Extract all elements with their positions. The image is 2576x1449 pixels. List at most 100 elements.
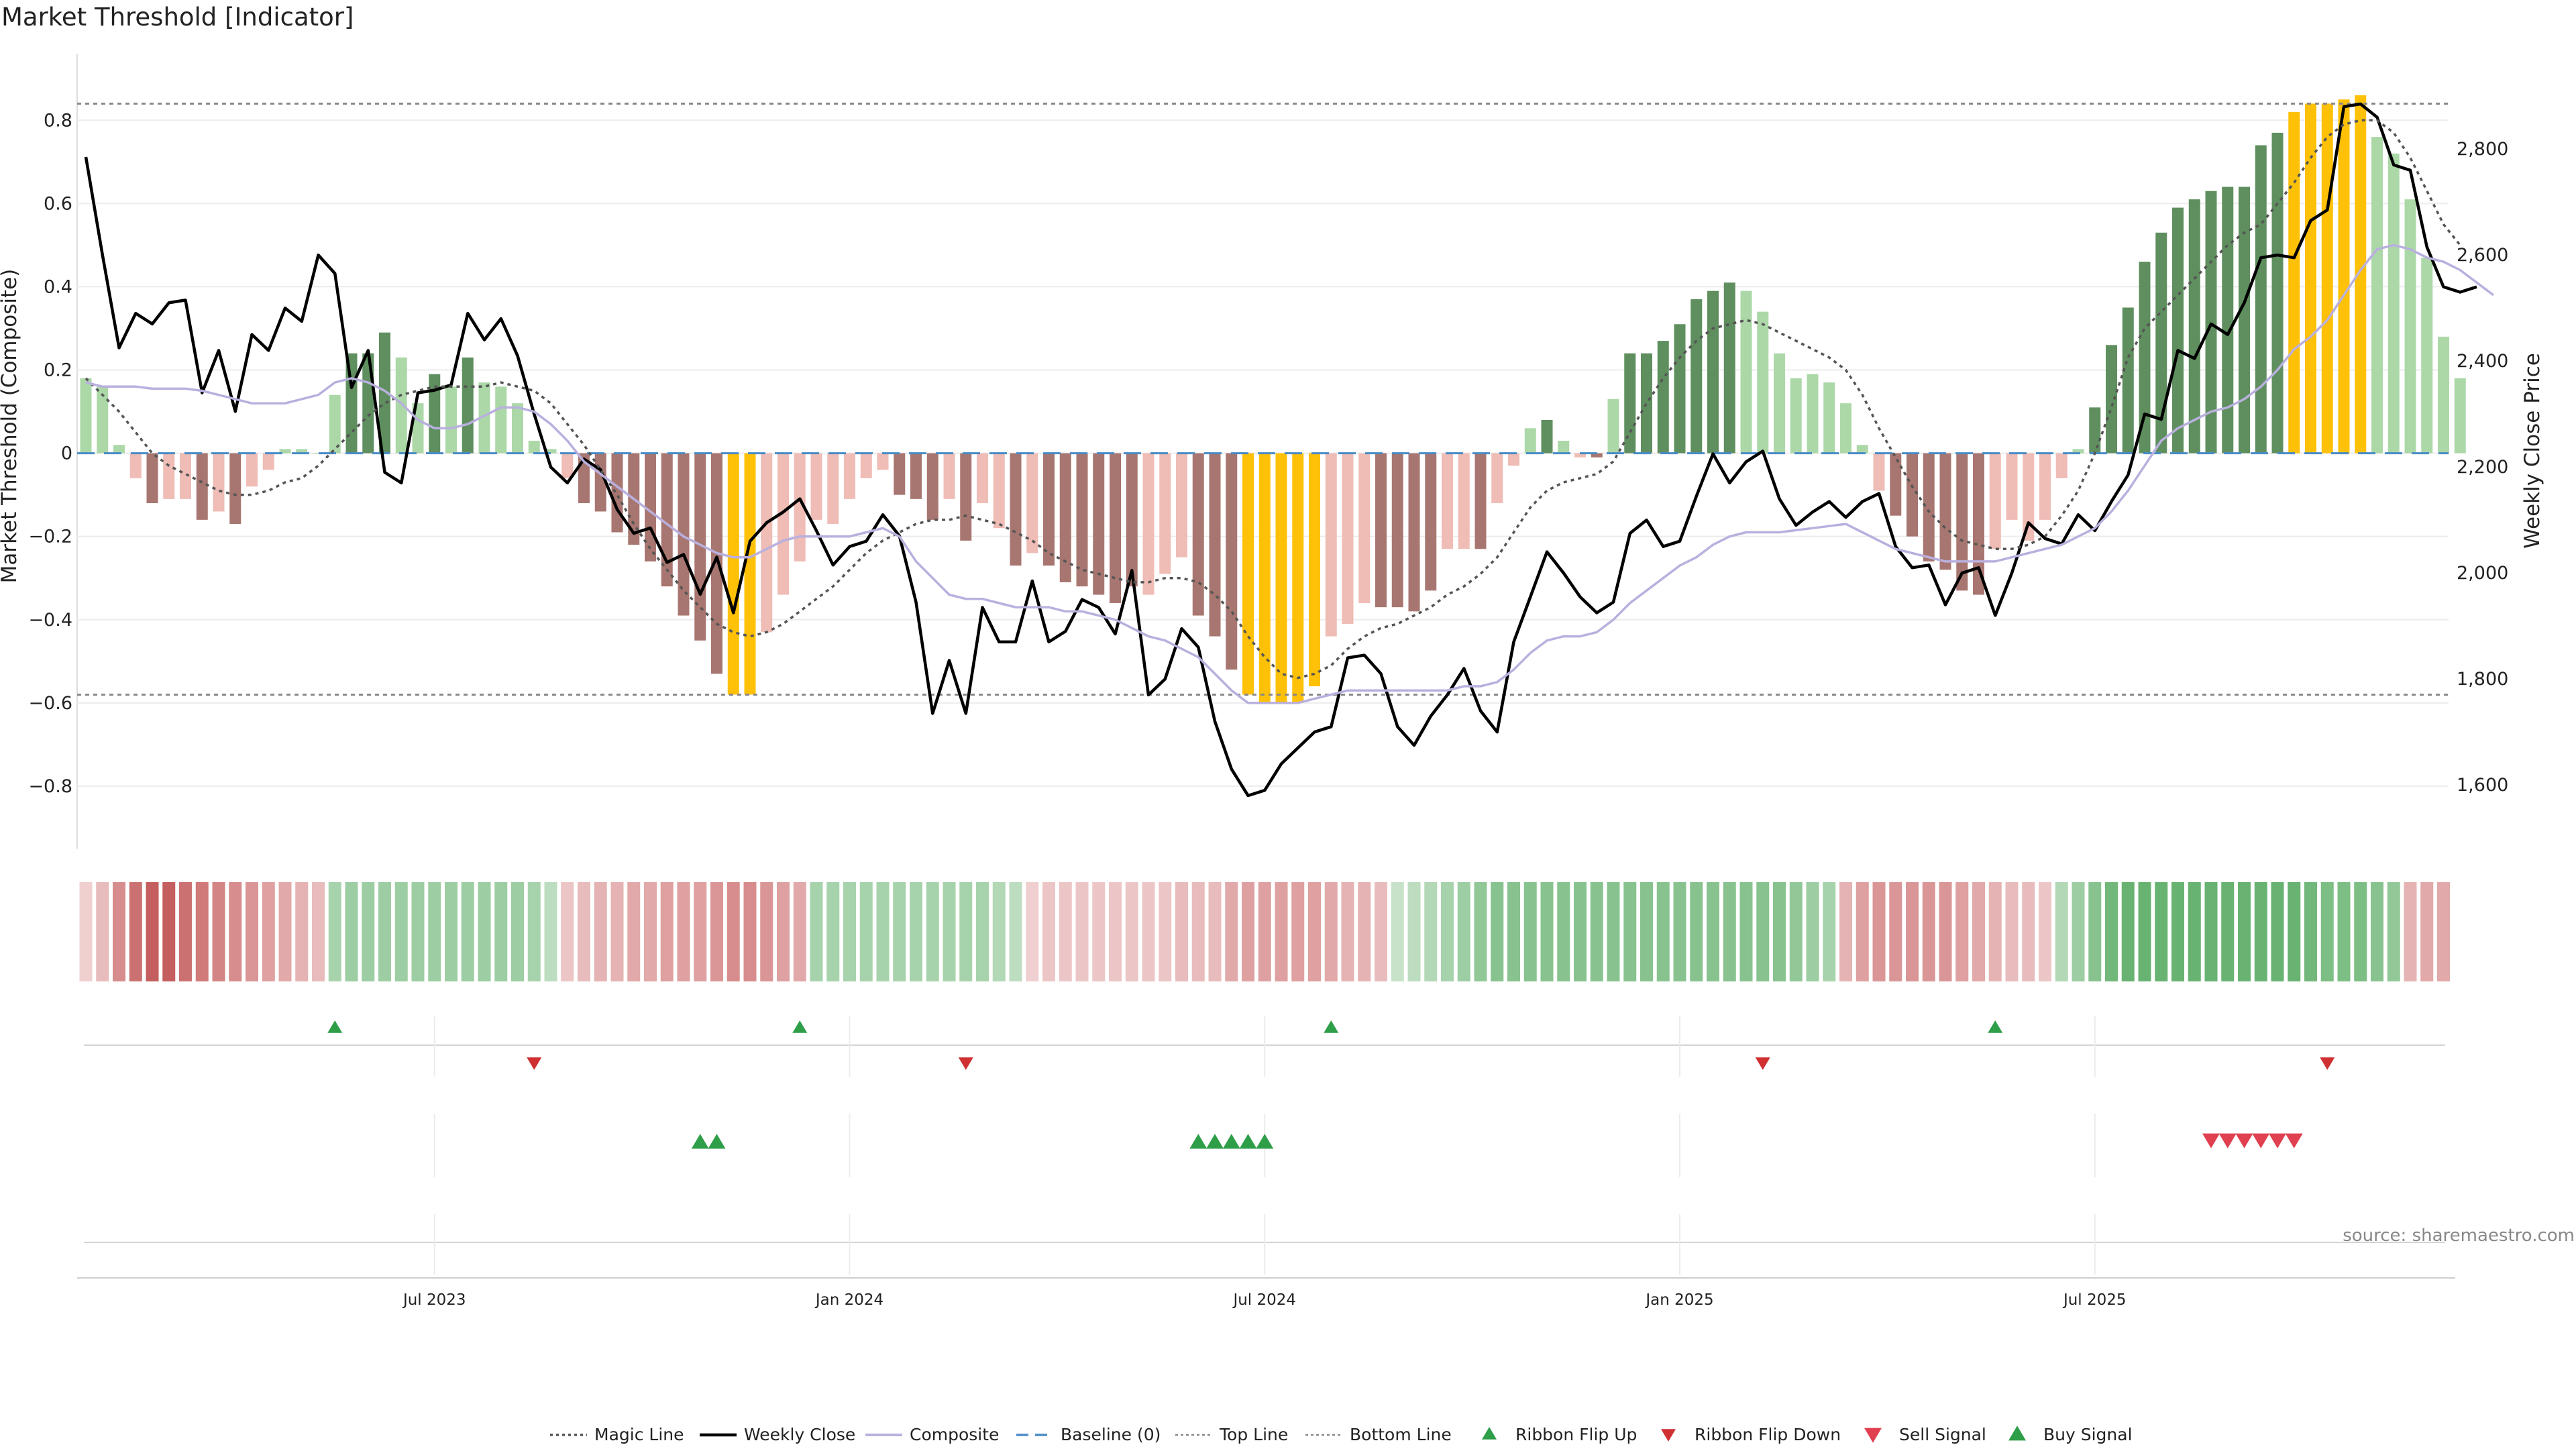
ribbon-segment [2288, 882, 2301, 981]
legend-label: Bottom Line [1350, 1425, 1452, 1444]
composite-bar [1890, 453, 1902, 516]
ribbon-segment [910, 882, 922, 981]
ribbon-segment [1673, 882, 1686, 981]
composite-bar [495, 386, 507, 453]
composite-bar [1325, 453, 1337, 637]
ribbon-segment [246, 882, 258, 981]
y-tick-labels: 0.8 0.6 0.4 0.2 0 −0.2 −0.4 −0.6 −0.8 [28, 110, 72, 797]
ribbon-segment [212, 882, 225, 981]
ribbon-segment [2188, 882, 2201, 981]
y-tick-label: −0.4 [28, 610, 72, 631]
composite-bar [1408, 453, 1420, 612]
trend-ribbon [79, 882, 2450, 981]
ribbon-segment [1159, 882, 1172, 981]
ribbon-segment [1690, 882, 1703, 981]
composite-bar [1474, 453, 1487, 549]
composite-bar [1458, 453, 1470, 549]
ribbon-segment [992, 882, 1006, 981]
composite-bar [2188, 199, 2200, 453]
composite-bar [545, 449, 557, 453]
ribbon-segment [1391, 882, 1404, 981]
ribbon-segment [2304, 882, 2317, 981]
ribbon-segment [1557, 882, 1570, 981]
legend-label: Ribbon Flip Down [1695, 1425, 1841, 1444]
legend-label: Composite [910, 1425, 999, 1444]
ribbon-segment [1540, 882, 1554, 981]
ribbon-segment [1823, 882, 1836, 981]
composite-bar [313, 453, 324, 454]
composite-bar [744, 453, 756, 695]
composite-bar [711, 453, 722, 674]
ribbon-segment [1375, 882, 1387, 981]
composite-bar [1707, 290, 1719, 453]
ribbon-segment [378, 882, 391, 981]
composite-bar [1059, 453, 1071, 582]
legend-swatch-sell-signal [1864, 1428, 1882, 1443]
composite-bar [794, 453, 806, 561]
ribbon-segment [644, 882, 657, 981]
composite-bar [429, 374, 441, 453]
ribbon-segment [278, 882, 292, 981]
composite-bar [163, 453, 175, 499]
ribbon-segment [2420, 882, 2434, 981]
ribbon-segment [1474, 882, 1487, 981]
ribbon-segment [328, 882, 341, 981]
composite-bar [977, 453, 988, 504]
composite-bar [694, 453, 706, 641]
buy-signal-marker [691, 1134, 709, 1149]
composite-bar [180, 453, 191, 499]
ribbon-segment [1574, 882, 1587, 981]
ribbon-flip-down-marker [2320, 1057, 2335, 1070]
buy-signal-marker [1222, 1134, 1240, 1149]
ribbon-segment [1590, 882, 1603, 981]
composite-bar [1690, 299, 1703, 453]
composite-bar [2039, 453, 2051, 520]
legend-label: Sell Signal [1899, 1425, 1986, 1444]
composite-bar [2355, 95, 2367, 453]
signal-markers [327, 1020, 2335, 1149]
y2-tick-label: 2,200 [2457, 457, 2508, 478]
buy-signal-marker [1206, 1134, 1224, 1149]
composite-bar [1674, 324, 1686, 453]
composite-bar [2271, 132, 2284, 453]
ribbon-segment [578, 882, 590, 981]
composite-bar [1043, 453, 1055, 566]
weekly-close-line [84, 102, 2477, 798]
composite-bar [395, 357, 407, 453]
series-lines [77, 102, 2494, 798]
composite-bar [1558, 440, 1570, 453]
composite-bar [213, 453, 225, 512]
ribbon-segment [1308, 882, 1321, 981]
ribbon-segment [1242, 882, 1254, 981]
composite-bar [2023, 453, 2035, 541]
composite-bar [379, 332, 390, 453]
ribbon-segment [2404, 882, 2417, 981]
ribbon-segment [926, 882, 939, 981]
ribbon-segment [1906, 882, 1919, 981]
composite-bar [810, 453, 822, 520]
ribbon-segment [859, 882, 873, 981]
ribbon-segment [312, 882, 325, 981]
ribbon-segment [1507, 882, 1520, 981]
ribbon-segment [362, 882, 375, 981]
composite-bar [246, 453, 258, 487]
composite-bar [1956, 453, 1968, 591]
signal-panels: Jul 2023 Jan 2024 Jul 2024 Jan 2025 Jul 2025 [77, 1016, 2455, 1309]
y-tick-label: 0.6 [44, 193, 72, 214]
composite-bar [262, 453, 274, 470]
ribbon-segment [743, 882, 757, 981]
ribbon-segment [2371, 882, 2383, 981]
composite-bar [1574, 453, 1586, 458]
composite-bar [1524, 428, 1536, 453]
composite-bar [1226, 453, 1238, 670]
ribbon-segment [1972, 882, 1985, 981]
ribbon-segment [1191, 882, 1205, 981]
ribbon-segment [527, 882, 541, 981]
ribbon-segment [2204, 882, 2218, 981]
y2-axis-label: Weekly Close Price [2520, 353, 2544, 549]
composite-bar [2438, 336, 2449, 453]
composite-bar [1242, 453, 1254, 695]
ribbon-segment [1275, 882, 1288, 981]
ribbon-segment [478, 882, 491, 981]
